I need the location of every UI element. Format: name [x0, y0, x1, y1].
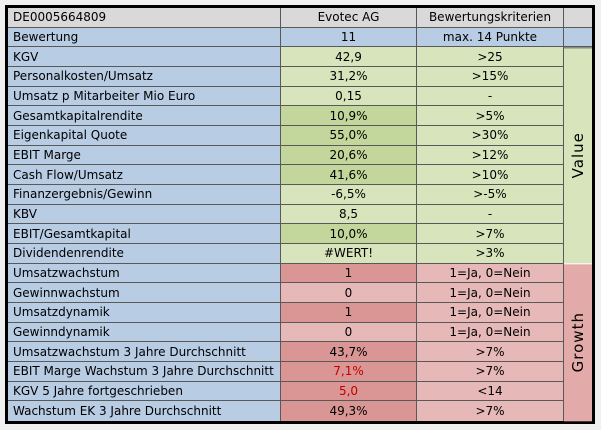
cell-value-7[interactable]: 55,0% — [281, 125, 417, 146]
cell-value-3[interactable]: 42,9 — [281, 47, 417, 67]
cell-label-value-6[interactable]: Gesamtkapitalrendite — [8, 106, 281, 126]
cell-side-header[interactable] — [564, 8, 592, 28]
cell-criteria-13[interactable]: >3% — [417, 243, 564, 264]
cell-criteria-12[interactable]: >7% — [417, 224, 564, 244]
cell-criteria-3[interactable]: >25 — [417, 47, 564, 67]
cell-label-value-11[interactable]: KBV — [8, 204, 281, 225]
cell-criteria-2[interactable]: max. 14 Punkte — [417, 27, 564, 48]
cell-label-value-13[interactable]: Dividendenrendite — [8, 243, 281, 264]
cell-value-8[interactable]: 20,6% — [281, 145, 417, 166]
cell-criteria-11[interactable]: - — [417, 204, 564, 225]
cell-value-6[interactable]: 10,9% — [281, 106, 417, 126]
cell-label-value-4[interactable]: Personalkosten/Umsatz — [8, 66, 281, 87]
cell-value-13[interactable]: #WERT! — [281, 243, 417, 264]
cell-side-score[interactable] — [564, 27, 592, 48]
cell-criteria-4[interactable]: >15% — [417, 66, 564, 87]
cell-criteria-5[interactable]: - — [417, 86, 564, 107]
cell-value-20[interactable]: 5,0 — [281, 381, 417, 402]
cell-value-2[interactable]: 11 — [281, 27, 417, 48]
cell-value-12[interactable]: 10,0% — [281, 224, 417, 244]
cell-value-5[interactable]: 0,15 — [281, 86, 417, 107]
cell-label-growth-14[interactable]: Umsatzwachstum — [8, 263, 281, 284]
cell-criteria-7[interactable]: >30% — [417, 125, 564, 146]
cell-value-15[interactable]: 0 — [281, 283, 417, 303]
cell-label-growth-21[interactable]: Wachstum EK 3 Jahre Durchschnitt — [8, 401, 281, 421]
cell-label-value-7[interactable]: Eigenkapital Quote — [8, 125, 281, 146]
cell-label-value-8[interactable]: EBIT Marge — [8, 145, 281, 166]
cell-criteria-20[interactable]: <14 — [417, 381, 564, 402]
cell-value-19[interactable]: 7,1% — [281, 361, 417, 382]
cell-value-14[interactable]: 1 — [281, 263, 417, 284]
cell-label-value-5[interactable]: Umsatz p Mitarbeiter Mio Euro — [8, 86, 281, 107]
cell-label-growth-19[interactable]: EBIT Marge Wachstum 3 Jahre Durchschnitt — [8, 361, 281, 382]
cell-criteria-10[interactable]: >-5% — [417, 184, 564, 205]
cell-value-9[interactable]: 41,6% — [281, 165, 417, 185]
cell-criteria-18[interactable]: >7% — [417, 342, 564, 362]
cell-label-growth-15[interactable]: Gewinnwachstum — [8, 283, 281, 303]
cell-label-score-2[interactable]: Bewertung — [8, 27, 281, 48]
cell-value-10[interactable]: -6,5% — [281, 184, 417, 205]
cell-value-17[interactable]: 0 — [281, 322, 417, 343]
cell-value-21[interactable]: 49,3% — [281, 401, 417, 421]
cell-label-value-12[interactable]: EBIT/Gesamtkapital — [8, 224, 281, 244]
cell-value-18[interactable]: 43,7% — [281, 342, 417, 362]
value-section-label[interactable]: Value — [564, 47, 592, 264]
cell-label-growth-20[interactable]: KGV 5 Jahre fortgeschrieben — [8, 381, 281, 402]
cell-value-1[interactable]: Evotec AG — [281, 8, 417, 28]
cell-criteria-16[interactable]: 1=Ja, 0=Nein — [417, 302, 564, 323]
cell-label-header-1[interactable]: DE0005664809 — [8, 8, 281, 28]
cell-value-16[interactable]: 1 — [281, 302, 417, 323]
growth-section-label[interactable]: Growth — [564, 263, 592, 421]
cell-label-value-3[interactable]: KGV — [8, 47, 281, 67]
cell-criteria-8[interactable]: >12% — [417, 145, 564, 166]
cell-label-value-10[interactable]: Finanzergebnis/Gewinn — [8, 184, 281, 205]
cell-value-11[interactable]: 8,5 — [281, 204, 417, 225]
cell-criteria-15[interactable]: 1=Ja, 0=Nein — [417, 283, 564, 303]
cell-label-value-9[interactable]: Cash Flow/Umsatz — [8, 165, 281, 185]
cell-criteria-19[interactable]: >7% — [417, 361, 564, 382]
cell-criteria-9[interactable]: >10% — [417, 165, 564, 185]
cell-criteria-14[interactable]: 1=Ja, 0=Nein — [417, 263, 564, 284]
cell-label-growth-16[interactable]: Umsatzdynamik — [8, 302, 281, 323]
cell-label-growth-17[interactable]: Gewinndynamik — [8, 322, 281, 343]
valuation-spreadsheet: DE0005664809 Evotec AG Bewertungskriterien… — [5, 5, 595, 424]
cell-criteria-21[interactable]: >7% — [417, 401, 564, 421]
cell-label-growth-18[interactable]: Umsatzwachstum 3 Jahre Durchschnitt — [8, 342, 281, 362]
cell-value-4[interactable]: 31,2% — [281, 66, 417, 87]
cell-criteria-17[interactable]: 1=Ja, 0=Nein — [417, 322, 564, 343]
cell-criteria-1[interactable]: Bewertungskriterien — [417, 8, 564, 28]
cell-criteria-6[interactable]: >5% — [417, 106, 564, 126]
